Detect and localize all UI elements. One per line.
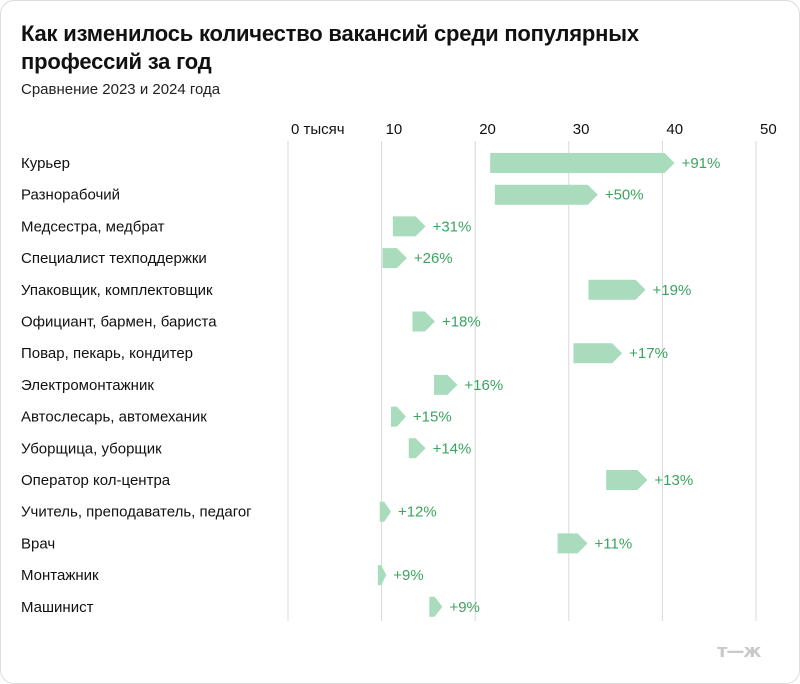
data-label: +50% xyxy=(605,187,644,204)
x-tick-label: 50 xyxy=(760,121,777,138)
data-label: +26% xyxy=(414,250,453,267)
chart-subtitle: Сравнение 2023 и 2024 года xyxy=(21,81,221,98)
change-arrow xyxy=(606,470,648,490)
tj-logo: т—ж xyxy=(717,641,761,662)
x-tick-label: 10 xyxy=(386,121,403,138)
category-label: Упаковщик, комплектовщик xyxy=(21,282,213,299)
change-arrow xyxy=(588,279,646,300)
x-tick-label: 0 тысяч xyxy=(291,121,345,138)
data-label: +14% xyxy=(433,440,472,457)
category-label: Курьер xyxy=(21,155,70,172)
category-label: Врач xyxy=(21,535,55,552)
x-tick-label: 40 xyxy=(666,121,683,138)
category-label: Повар, пекарь, кондитер xyxy=(21,345,193,362)
change-arrow xyxy=(490,153,675,173)
change-arrow xyxy=(429,596,443,617)
change-arrow xyxy=(573,343,623,364)
change-arrow xyxy=(377,565,387,586)
data-label: +17% xyxy=(629,345,668,362)
change-arrow xyxy=(379,501,391,522)
data-label: +13% xyxy=(654,472,693,489)
category-label: Официант, бармен, бариста xyxy=(21,314,217,331)
change-arrow xyxy=(434,374,458,395)
data-label: +31% xyxy=(433,218,472,235)
change-arrow xyxy=(408,438,426,459)
data-label: +11% xyxy=(595,535,633,552)
category-label: Уборщица, уборщик xyxy=(21,440,162,457)
chart-title: Как изменилось количество вакансий среди… xyxy=(21,21,639,74)
change-arrow xyxy=(412,311,435,332)
data-label: +19% xyxy=(653,282,692,299)
change-arrow xyxy=(382,248,407,269)
data-label: +16% xyxy=(464,377,503,394)
data-label: +91% xyxy=(682,155,721,172)
data-label: +15% xyxy=(413,409,452,426)
category-label: Электромонтажник xyxy=(21,377,154,394)
category-label: Медсестра, медбрат xyxy=(21,218,165,235)
category-label: Монтажник xyxy=(21,567,99,584)
change-arrow xyxy=(390,406,406,427)
category-label: Разнорабочий xyxy=(21,187,120,204)
x-tick-label: 30 xyxy=(573,121,590,138)
change-arrow xyxy=(557,533,588,554)
data-label: +9% xyxy=(449,599,479,616)
change-arrow xyxy=(494,184,598,205)
data-label: +12% xyxy=(398,504,437,521)
x-tick-label: 20 xyxy=(479,121,496,138)
data-label: +18% xyxy=(442,314,481,331)
category-label: Учитель, преподаватель, педагог xyxy=(21,504,252,521)
change-arrow xyxy=(392,216,426,237)
category-label: Специалист техподдержки xyxy=(21,250,207,267)
category-label: Машинист xyxy=(21,599,94,616)
category-label: Оператор кол-центра xyxy=(21,472,171,489)
category-label: Автослесарь, автомеханик xyxy=(21,409,207,426)
data-label: +9% xyxy=(393,567,423,584)
